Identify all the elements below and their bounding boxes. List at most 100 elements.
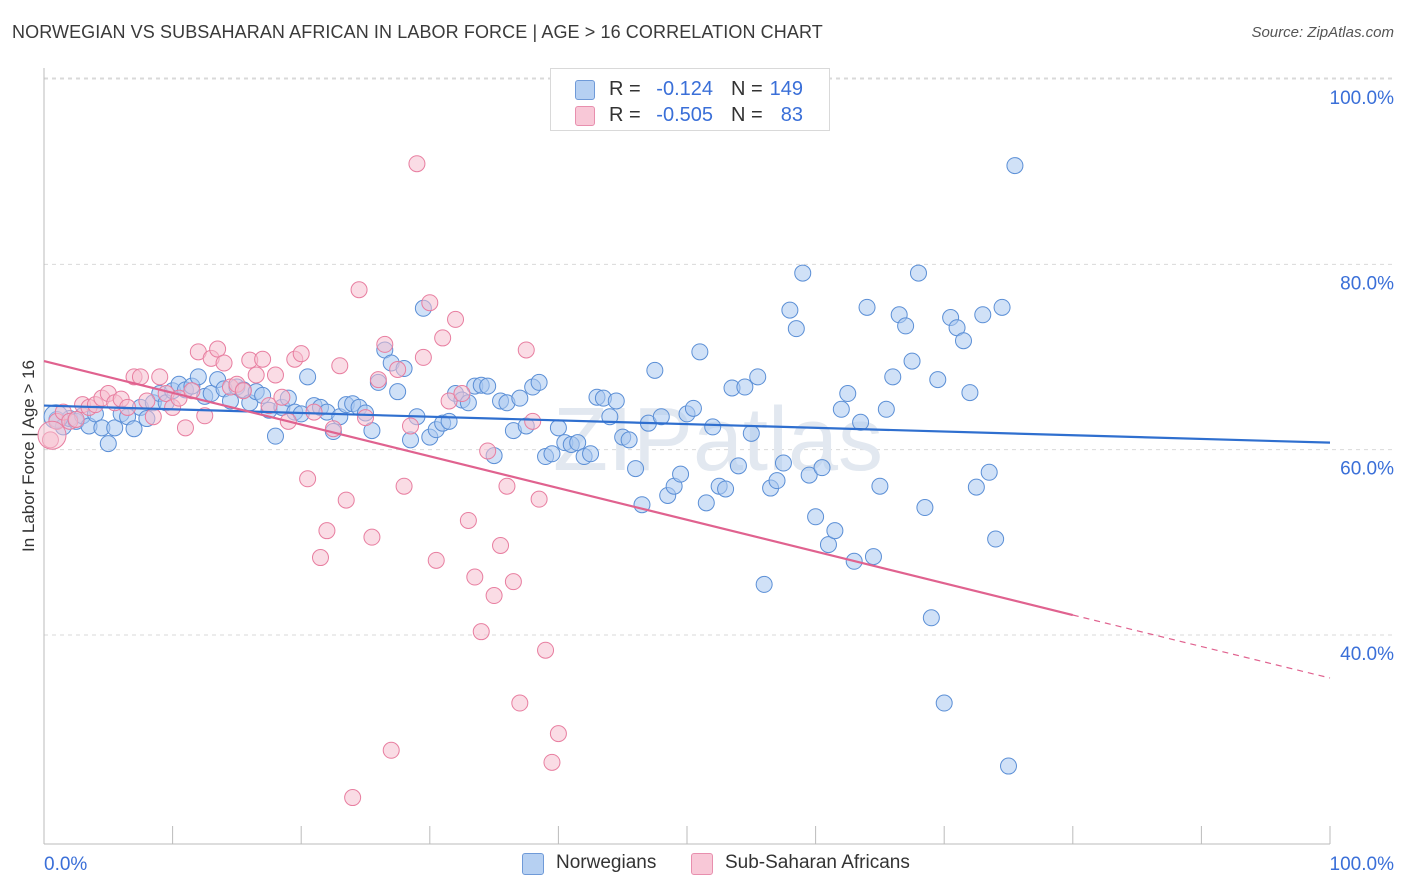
data-point-subsaharan <box>299 470 317 488</box>
data-point-norwegians <box>993 298 1011 316</box>
data-point-subsaharan <box>498 477 516 495</box>
data-point-subsaharan <box>376 335 394 353</box>
legend-swatch-pink <box>691 853 713 875</box>
data-point-norwegians <box>511 389 529 407</box>
data-point-subsaharan <box>215 354 233 372</box>
data-point-norwegians <box>858 298 876 316</box>
y-tick-label: 80.0% <box>1340 273 1394 294</box>
x-tick-label-min: 0.0% <box>44 854 87 875</box>
data-point-subsaharan <box>408 155 426 173</box>
data-point-subsaharan <box>459 511 477 529</box>
data-point-subsaharan <box>318 522 336 540</box>
data-point-subsaharan <box>395 477 413 495</box>
data-point-subsaharan <box>382 741 400 759</box>
legend-r-label: R = <box>609 104 641 126</box>
data-point-subsaharan <box>209 340 227 358</box>
data-point-norwegians <box>646 361 664 379</box>
legend-n-value: 149 <box>769 78 803 100</box>
data-point-norwegians <box>569 434 587 452</box>
legend-swatch-blue <box>575 80 595 100</box>
data-point-subsaharan <box>389 360 407 378</box>
trend-lines <box>43 360 1331 679</box>
data-point-subsaharan <box>549 725 567 743</box>
bottom-legend: Norwegians Sub-Saharan Africans <box>0 851 1406 877</box>
data-point-norwegians <box>903 352 921 370</box>
legend-label-norwegians: Norwegians <box>556 852 657 873</box>
data-point-subsaharan <box>537 641 555 659</box>
data-point-norwegians <box>729 457 747 475</box>
subsaharan-points <box>37 155 567 807</box>
data-point-subsaharan <box>485 587 503 605</box>
legend-r-value: -0.124 <box>656 78 713 100</box>
legend-row-subsaharan: R = -0.505 N = 83 <box>551 102 829 128</box>
legend-swatch-pink <box>575 106 595 126</box>
data-point-norwegians <box>106 419 124 437</box>
data-point-norwegians <box>800 466 818 484</box>
data-point-norwegians <box>787 320 805 338</box>
data-point-subsaharan <box>414 348 432 366</box>
data-point-norwegians <box>543 445 561 463</box>
data-point-norwegians <box>967 478 985 496</box>
data-point-subsaharan <box>260 397 278 415</box>
data-point-norwegians <box>871 477 889 495</box>
data-point-norwegians <box>530 373 548 391</box>
data-point-norwegians <box>704 418 722 436</box>
data-point-norwegians <box>884 368 902 386</box>
data-point-norwegians <box>189 368 207 386</box>
data-point-norwegians <box>916 499 934 517</box>
data-point-norwegians <box>929 371 947 389</box>
data-point-subsaharan <box>138 392 156 410</box>
data-point-subsaharan <box>363 528 381 546</box>
data-point-norwegians <box>736 378 754 396</box>
data-point-norwegians <box>807 508 825 526</box>
y-tick-label: 100.0% <box>1330 88 1395 109</box>
data-point-norwegians <box>607 392 625 410</box>
trend-line-norwegians <box>43 404 1331 444</box>
data-point-subsaharan <box>266 366 284 384</box>
y-axis-label: In Labor Force | Age > 16 <box>19 360 38 552</box>
legend-label-subsaharan: Sub-Saharan Africans <box>725 852 910 873</box>
y-tick-label: 40.0% <box>1340 644 1394 665</box>
data-point-subsaharan <box>524 412 542 430</box>
data-point-subsaharan <box>492 537 510 555</box>
data-point-norwegians <box>768 472 786 490</box>
data-point-norwegians <box>909 264 927 282</box>
data-point-norwegians <box>987 530 1005 548</box>
data-point-norwegians <box>672 465 690 483</box>
trend-line-subsaharan <box>43 360 1074 617</box>
data-point-subsaharan <box>344 789 362 807</box>
data-point-subsaharan <box>479 442 497 460</box>
data-point-subsaharan <box>67 410 85 428</box>
data-point-norwegians <box>922 609 940 627</box>
data-point-norwegians <box>582 445 600 463</box>
data-point-subsaharan <box>350 281 368 299</box>
data-point-subsaharan <box>440 392 458 410</box>
y-tick-label: 60.0% <box>1340 459 1394 480</box>
data-point-norwegians <box>627 460 645 478</box>
data-point-norwegians <box>897 317 915 335</box>
legend-swatch-blue <box>522 853 544 875</box>
data-point-subsaharan <box>37 420 67 450</box>
data-point-norwegians <box>479 377 497 395</box>
data-point-norwegians <box>832 400 850 418</box>
data-point-norwegians <box>99 435 117 453</box>
legend-row-norwegians: R = -0.124 N = 149 <box>551 76 829 102</box>
data-point-subsaharan <box>292 345 310 363</box>
data-point-norwegians <box>839 385 857 403</box>
legend-r-label: R = <box>609 78 641 100</box>
data-point-norwegians <box>755 575 773 593</box>
data-point-norwegians <box>266 427 284 445</box>
data-point-subsaharan <box>196 407 214 425</box>
data-point-norwegians <box>440 412 458 430</box>
data-point-norwegians <box>961 384 979 402</box>
data-point-norwegians <box>1006 157 1024 175</box>
data-point-norwegians <box>620 431 638 449</box>
data-point-norwegians <box>697 494 715 512</box>
data-point-norwegians <box>717 480 735 498</box>
data-point-subsaharan <box>427 551 445 569</box>
data-point-norwegians <box>864 548 882 566</box>
data-point-norwegians <box>125 420 143 438</box>
data-point-subsaharan <box>421 294 439 312</box>
data-point-norwegians <box>749 368 767 386</box>
data-point-subsaharan <box>234 382 252 400</box>
